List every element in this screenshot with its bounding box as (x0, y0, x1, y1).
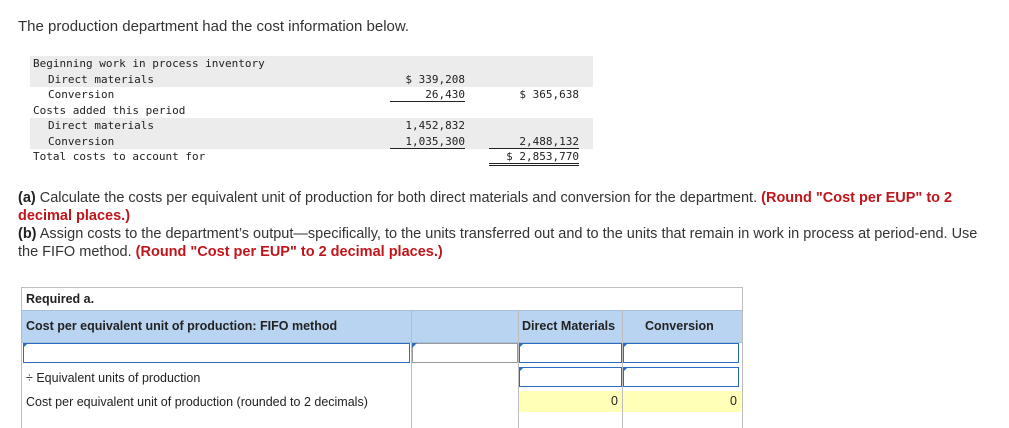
question-a-text: Calculate the costs per equivalent unit … (35, 190, 758, 206)
column-divider (411, 310, 412, 428)
amount-input[interactable] (412, 343, 518, 363)
cost-row-added: Costs added this period (30, 103, 593, 119)
bwip-conv-label: Conversion (48, 88, 115, 101)
question-a-rounding: (Round "Cost per EUP" to 2 decimal place… (18, 190, 953, 224)
cost-row-total: Total costs to account for $ 2,853,770 (30, 149, 593, 166)
question-b-tag: (b) (18, 226, 37, 242)
added-conv-label: Conversion (48, 134, 115, 148)
conv-cost-per-eup: 0 (623, 391, 741, 412)
cost-row-added-dm: Direct materials 1,452,832 (30, 118, 593, 134)
cost-row-added-conv: Conversion 1,035,300 2,488,132 (30, 133, 593, 149)
added-total-value: 2,488,132 (489, 134, 579, 149)
question-b-text: Assign costs to the department’s output—… (18, 226, 978, 260)
eup-row-label: ÷ Equivalent units of production (26, 371, 201, 385)
cost-label-input[interactable] (23, 343, 410, 363)
dm-cost-input[interactable] (519, 343, 622, 363)
total-costs-label: Total costs to account for (33, 150, 206, 163)
conv-cost-input[interactable] (623, 343, 739, 363)
column-divider (622, 310, 623, 428)
bwip-conv-value: 26,430 (390, 87, 465, 102)
question-b: (b) Assign costs to the department’s out… (18, 225, 978, 261)
cost-row-bwip-dm: Direct materials $ 339,208 (30, 71, 593, 87)
table-header-row: Cost per equivalent unit of production: … (22, 310, 742, 343)
conv-eup-input[interactable] (623, 367, 739, 387)
question-a-tag: (a) (18, 190, 36, 206)
question-a: (a) Calculate the costs per equivalent u… (18, 189, 978, 225)
beginning-wip-label: Beginning work in process inventory (33, 57, 265, 70)
cost-row-bwip-conv: Conversion 26,430 $ 365,638 (30, 87, 593, 103)
added-dm-label: Direct materials (48, 119, 154, 132)
bwip-total-value: $ 365,638 (519, 88, 579, 101)
required-title: Required a. (26, 292, 95, 306)
required-a-table: Required a. Cost per equivalent unit of … (21, 287, 743, 428)
header-direct-materials: Direct Materials (522, 319, 616, 333)
header-conversion: Conversion (645, 319, 714, 333)
total-costs-value: $ 2,853,770 (489, 149, 579, 166)
bwip-dm-label: Direct materials (48, 72, 154, 86)
dm-cost-per-eup: 0 (519, 391, 622, 412)
intro-text: The production department had the cost i… (18, 18, 410, 35)
added-dm-value: 1,452,832 (405, 119, 465, 132)
column-divider (518, 310, 519, 428)
costs-added-label: Costs added this period (33, 103, 186, 117)
cost-information-table: Beginning work in process inventory Dire… (30, 56, 593, 166)
bwip-dm-value: $ 339,208 (405, 72, 465, 86)
header-label: Cost per equivalent unit of production: … (26, 319, 338, 333)
cost-row-beginning: Beginning work in process inventory (30, 56, 593, 72)
added-conv-value: 1,035,300 (390, 134, 465, 149)
cost-per-eup-row-label: Cost per equivalent unit of production (… (26, 395, 368, 409)
dm-eup-input[interactable] (519, 367, 622, 387)
question-b-rounding: (Round "Cost per EUP" to 2 decimal place… (135, 244, 443, 260)
